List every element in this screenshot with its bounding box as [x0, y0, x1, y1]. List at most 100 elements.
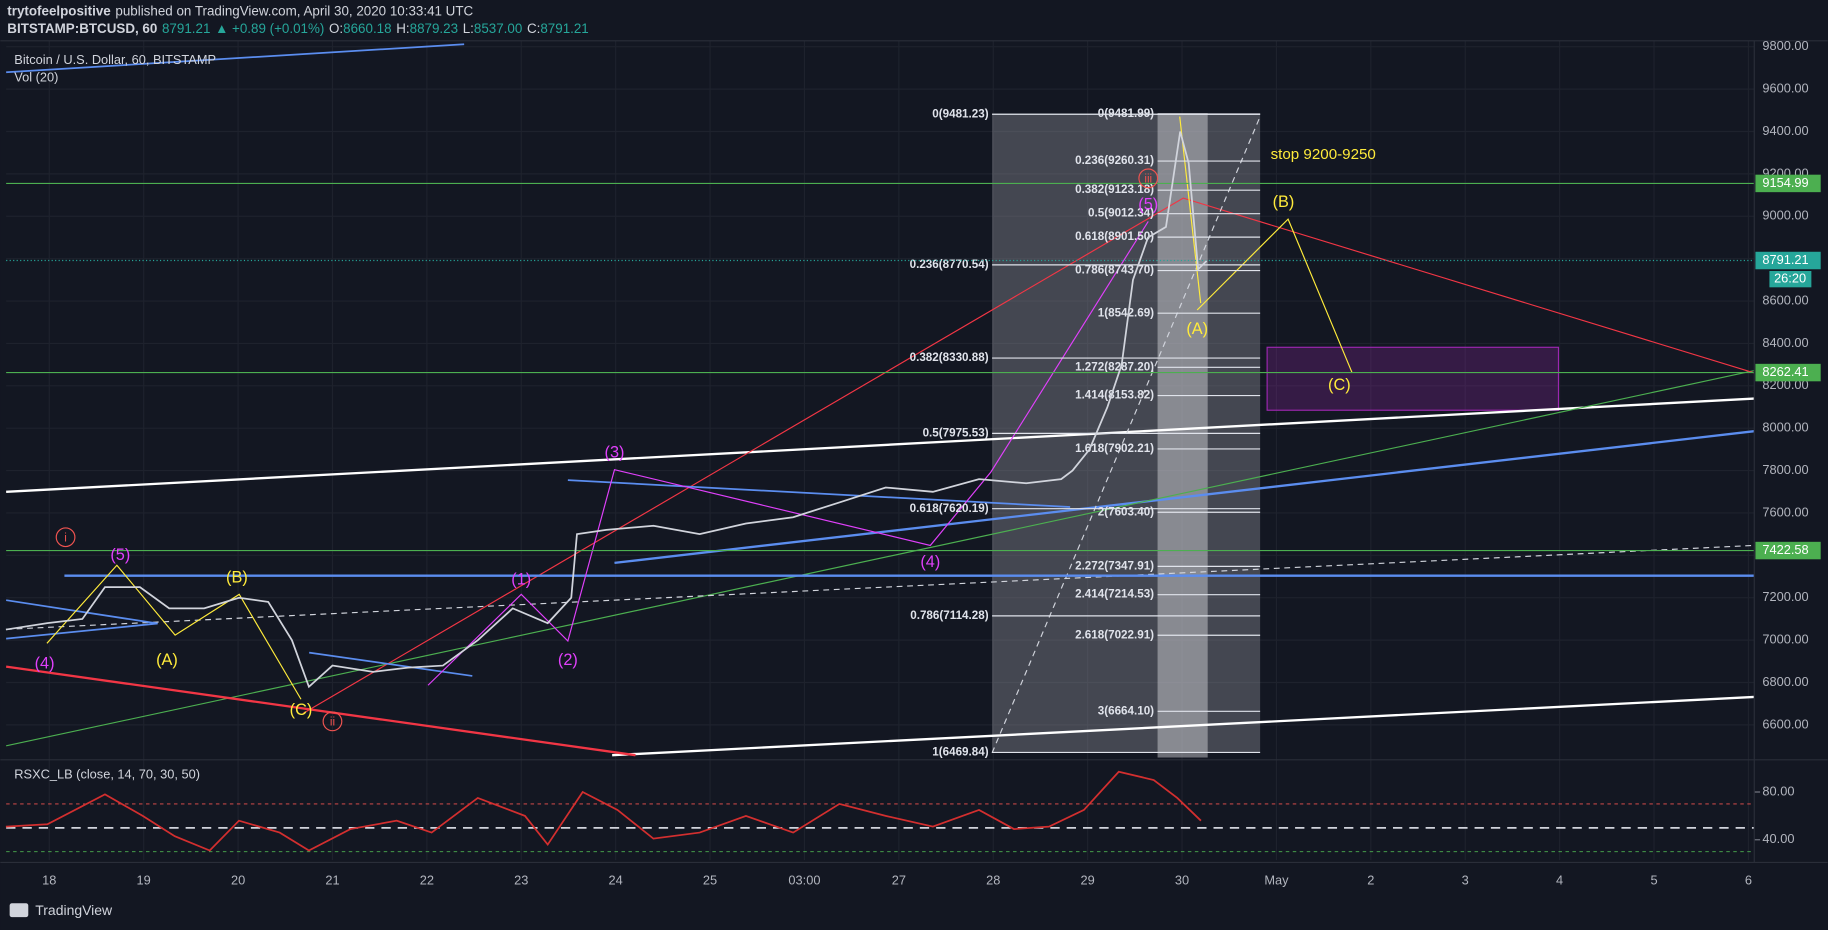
x-tick-label: 18 — [42, 872, 56, 887]
trend-line — [612, 695, 1755, 757]
fib-label: 0.618(8901.50) — [1075, 230, 1154, 243]
ohlc-key: H: — [396, 21, 409, 36]
wave-label: (5) — [110, 546, 130, 564]
x-tick-label: 19 — [137, 872, 151, 887]
fib-label: 0.618(7620.19) — [910, 502, 989, 515]
trend-line — [567, 479, 1071, 508]
trend-line — [309, 651, 473, 677]
footer-brand[interactable]: TradingView — [35, 902, 113, 918]
last-price: 8791.21 — [162, 21, 210, 36]
legend-title: Bitcoin / U.S. Dollar, 60, BITSTAMP — [14, 52, 216, 67]
symbol-line: BITSTAMP:BTCUSD, 60 8791.21 ▲ +0.89 (+0.01… — [7, 21, 588, 36]
countdown: 26:20 — [1774, 271, 1806, 286]
y-tick-label: 9000.00 — [1762, 208, 1808, 223]
trend-line — [5, 665, 636, 757]
y-tick-label: 6600.00 — [1762, 716, 1808, 731]
stop-note: stop 9200-9250 — [1271, 146, 1376, 163]
x-tick-label: 2 — [1367, 872, 1374, 887]
trend-line — [303, 197, 1755, 714]
x-tick-label: 25 — [703, 872, 717, 887]
fib-label: 2.272(7347.91) — [1075, 559, 1154, 572]
x-tick-label: 21 — [325, 872, 339, 887]
wave-label: (1) — [511, 571, 531, 589]
annotations: (4) (5) (A) (B) (C) i ii (1) (2) (3) (4)… — [35, 146, 1376, 732]
fib-label: 0(9481.23) — [932, 107, 988, 120]
fib-label: 0(9481.99) — [1098, 107, 1154, 120]
x-tick-label: 6 — [1745, 872, 1752, 887]
y-tick-label: 6800.00 — [1762, 674, 1808, 689]
wave-line — [427, 221, 1149, 686]
ohlc-value: 8879.23 — [410, 21, 458, 36]
fib-label: 0.382(9123.18) — [1075, 183, 1154, 196]
wave-label: (B) — [226, 568, 248, 586]
y-tick-label: 8400.00 — [1762, 335, 1808, 350]
x-tick-label: 30 — [1175, 872, 1189, 887]
price-badge-label: 8791.21 — [1762, 252, 1808, 267]
wave-label: (A) — [1186, 320, 1208, 338]
trend-line — [6, 43, 465, 74]
price-badge — [1755, 174, 1821, 193]
x-tick-label: 22 — [420, 872, 434, 887]
y-tick-label: 7600.00 — [1762, 504, 1808, 519]
ohlc-value: 8660.18 — [343, 21, 391, 36]
marks: 0(9481.23) 0.236(8770.54) 0.382(8330.88) 0.… — [5, 107, 1755, 852]
rsi-tick-label: 40.00 — [1762, 831, 1794, 846]
fib-label: 0.5(7975.53) — [923, 426, 989, 439]
wave-line — [1179, 116, 1202, 304]
wave-label: ii — [330, 716, 335, 729]
header-line: trytofeelpositive published on TradingVie… — [7, 3, 473, 18]
x-tick-label: 4 — [1556, 872, 1563, 887]
fib-label: 1(6469.84) — [932, 746, 988, 759]
y-tick-label: 8600.00 — [1762, 292, 1808, 307]
fib-label: 0.786(7114.28) — [910, 609, 988, 622]
x-tick-label: 5 — [1650, 872, 1657, 887]
price-badge — [1755, 541, 1821, 560]
y-tick-label: 7200.00 — [1762, 589, 1808, 604]
rsi-title: RSXC_LB (close, 14, 70, 30, 50) — [14, 766, 200, 781]
change: ▲ +0.89 (+0.01%) — [215, 21, 324, 36]
trend-line — [614, 430, 1755, 565]
x-tick-label: May — [1264, 872, 1289, 887]
fib-box — [1157, 113, 1208, 758]
x-tick-label: 23 — [514, 872, 528, 887]
x-tick-label: 24 — [609, 872, 623, 887]
x-tick-label: 29 — [1081, 872, 1095, 887]
fib-label: 1.414(8153.82) — [1075, 389, 1154, 402]
grid — [6, 40, 1761, 861]
ohlc-key: L: — [463, 21, 474, 36]
ohlc-key: C: — [527, 21, 540, 36]
ohlc-value: 8537.00 — [474, 21, 522, 36]
y-tick-label: 8000.00 — [1762, 420, 1808, 435]
wave-circle — [55, 527, 76, 548]
price-badge — [1755, 363, 1821, 382]
wave-circle — [322, 711, 343, 732]
fib-label: 0.382(8330.88) — [910, 351, 989, 364]
fib-label: 0.786(8743.70) — [1075, 264, 1154, 277]
published: published on TradingView.com, April 30, … — [115, 3, 473, 18]
y-tick-label: 7000.00 — [1762, 632, 1808, 647]
ohlc-key: O: — [329, 21, 343, 36]
series-line — [5, 770, 1202, 852]
fib-label: 2.618(7022.91) — [1075, 628, 1154, 641]
wave-label: (3) — [605, 444, 625, 462]
trend-line — [6, 397, 1755, 493]
trend-line — [6, 544, 1755, 630]
axis-labels: 18 19 20 21 22 23 24 25 03:00 27 28 29 30 May 2 3 4 5 6660… — [42, 38, 1821, 887]
trend-line — [6, 370, 1755, 747]
wave-label: (5) — [1138, 195, 1158, 213]
wave-label: (4) — [35, 655, 55, 673]
x-tick-label: 28 — [986, 872, 1000, 887]
logo[interactable] — [9, 903, 29, 918]
price-badge-label: 8262.41 — [1762, 364, 1808, 379]
wave-label: (A) — [156, 651, 178, 669]
y-tick-label: 9600.00 — [1762, 80, 1808, 95]
wave-line — [46, 564, 302, 700]
x-tick-label: 03:00 — [788, 872, 820, 887]
wave-line — [1196, 218, 1353, 374]
legend-volume: Vol (20) — [14, 69, 58, 84]
symbol: BITSTAMP:BTCUSD, 60 — [7, 21, 157, 36]
price-badge — [1755, 251, 1821, 270]
fib-label: 1.618(7902.21) — [1075, 442, 1154, 455]
